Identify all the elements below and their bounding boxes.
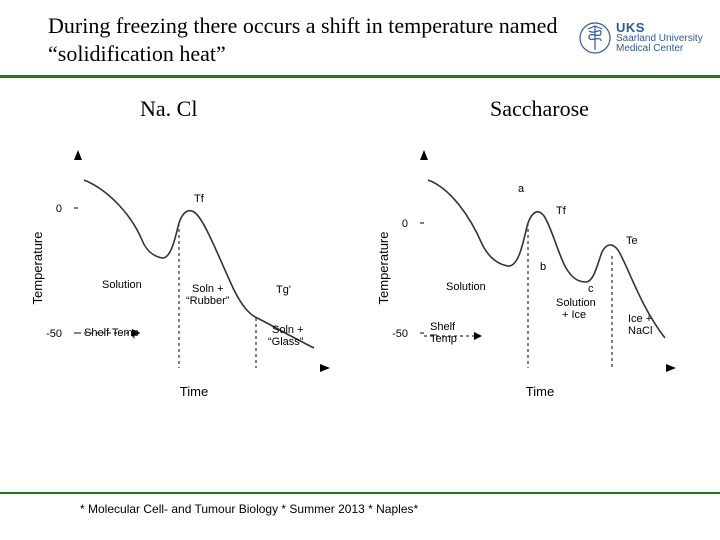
- chart-annotation: Soln +: [192, 283, 224, 295]
- chart-annotation: Shelf Temp: [84, 327, 139, 339]
- chart-annotation: b: [540, 261, 546, 273]
- ytick-label-1: -50: [392, 328, 408, 340]
- ytick-label-0: 0: [402, 218, 408, 230]
- chart-annotation: “Rubber”: [186, 295, 230, 307]
- chart-annotation: NaCl: [628, 325, 652, 337]
- chart-annotation: Tf: [556, 205, 567, 217]
- chart-annotation: “Glass”: [268, 336, 304, 348]
- logo-text: UKS Saarland University Medical Center: [616, 21, 703, 54]
- chart-annotation: Te: [626, 235, 638, 247]
- chart-annotation: Shelf: [430, 321, 456, 333]
- shelf-arrow-icon: [474, 332, 482, 340]
- ytick-label-0: 0: [56, 203, 62, 215]
- chart-annotation: Ice +: [628, 313, 652, 325]
- x-axis-arrow-icon: [666, 364, 676, 372]
- y-axis-label: Temperature: [376, 232, 391, 305]
- chart-heading-right: Saccharose: [490, 96, 589, 122]
- chart-annotation: + Ice: [562, 309, 586, 321]
- y-axis-label: Temperature: [30, 232, 45, 305]
- institution-logo: UKS Saarland University Medical Center: [578, 10, 708, 65]
- cooling-curve-nacl: 0 -50 TfTg'SolutionSoln +“Rubber”Soln +“…: [24, 138, 344, 428]
- chart-annotation: Solution: [446, 281, 486, 293]
- slide: During freezing there occurs a shift in …: [0, 0, 720, 540]
- chart-heading-left: Na. Cl: [140, 96, 197, 122]
- chart-annotation: Soln +: [272, 324, 304, 336]
- slide-footer: * Molecular Cell- and Tumour Biology * S…: [0, 492, 720, 516]
- chart-annotation: Temp: [430, 333, 457, 345]
- x-axis-arrow-icon: [320, 364, 330, 372]
- slide-title: During freezing there occurs a shift in …: [48, 12, 588, 67]
- chart-annotation: Tg': [276, 284, 291, 296]
- footer-text: * Molecular Cell- and Tumour Biology * S…: [0, 494, 720, 516]
- y-ticks: 0 -50: [392, 218, 424, 340]
- x-axis-label: Time: [180, 384, 208, 399]
- x-axis-label: Time: [526, 384, 554, 399]
- cooling-curve: [84, 180, 314, 348]
- chart-annotation: c: [588, 283, 594, 295]
- slide-header: During freezing there occurs a shift in …: [0, 0, 720, 78]
- y-axis-arrow-icon: [74, 150, 82, 160]
- chart-annotation: Solution: [102, 279, 142, 291]
- ytick-label-1: -50: [46, 328, 62, 340]
- y-ticks: 0 -50: [46, 203, 78, 340]
- logo-line-3: Medical Center: [616, 44, 703, 54]
- chart-annotations: aTfbcTeSolutionSolution+ IceIce +NaClShe…: [430, 183, 652, 345]
- chart-annotation: a: [518, 183, 525, 195]
- chart-annotation: Tf: [194, 193, 205, 205]
- caduceus-icon: [578, 21, 612, 55]
- y-axis-arrow-icon: [420, 150, 428, 160]
- chart-annotation: Solution: [556, 297, 596, 309]
- cooling-curve-saccharose: 0 -50 aTfbcTeSolutionSolution+ IceIce +N…: [370, 138, 690, 428]
- slide-content: Na. Cl Saccharose 0 -50: [0, 78, 720, 478]
